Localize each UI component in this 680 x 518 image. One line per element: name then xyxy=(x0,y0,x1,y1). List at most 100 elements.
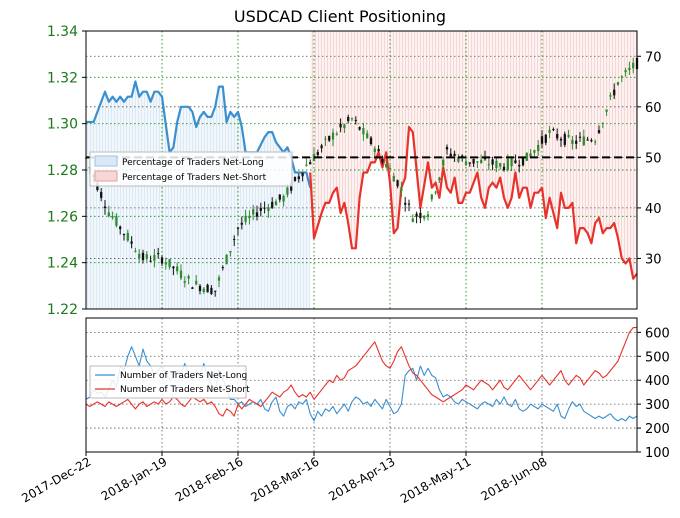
right-tick-label-bottom: 500 xyxy=(645,350,670,365)
candle-body xyxy=(609,95,612,97)
candle-body xyxy=(267,207,270,211)
candle-body xyxy=(388,168,392,170)
net-short-pct-line xyxy=(309,125,638,280)
right-tick-label-top: 30 xyxy=(645,252,662,267)
candle-body xyxy=(445,146,449,150)
top-panel: 1.341.321.301.281.261.241.22 7060504030 … xyxy=(47,24,662,318)
candle-body xyxy=(434,191,437,193)
candle-body xyxy=(396,180,399,187)
candle-body xyxy=(533,150,536,153)
x-axis-ticks: 2017-Dec-22 2018-Jan-19 2018-Feb-16 2018-Ma… xyxy=(19,452,550,506)
candle-body xyxy=(111,216,114,218)
candle-body xyxy=(362,128,365,135)
candle-body xyxy=(514,160,517,164)
legend-swatch-net-short xyxy=(94,170,118,182)
candle-body xyxy=(202,288,205,293)
chart-title: USDCAD Client Positioning xyxy=(234,7,446,26)
candle-body xyxy=(407,203,411,205)
candle-body xyxy=(320,145,323,149)
legend-label-net-short: Percentage of Traders Net-Short xyxy=(122,173,267,183)
net-short-area-fill xyxy=(310,31,637,279)
bottom-legend-box xyxy=(89,365,247,399)
right-axis-ticks-top: 70 60 50 40 30 xyxy=(637,50,662,267)
candle-body xyxy=(605,109,608,112)
candle-body xyxy=(198,285,202,292)
right-tick-label-bottom: 600 xyxy=(645,326,670,341)
legend-label-net-long: Percentage of Traders Net-Long xyxy=(122,158,264,168)
candle-body xyxy=(400,188,403,192)
candle-body xyxy=(145,254,148,259)
candle-body xyxy=(559,138,563,141)
candle-body xyxy=(343,124,346,129)
top-pct-lines xyxy=(86,80,638,280)
candle-body xyxy=(191,287,194,289)
candle-body xyxy=(575,140,578,144)
candle-body xyxy=(126,232,129,241)
left-tick-label: 1.26 xyxy=(47,209,78,225)
candle-body xyxy=(134,250,137,252)
candle-body xyxy=(103,206,107,209)
candle-body xyxy=(616,82,620,85)
candle-body xyxy=(278,194,281,200)
top-legend: Percentage of Traders Net-Long Percentag… xyxy=(89,151,293,187)
candle-body xyxy=(556,134,559,139)
right-tick-label-top: 60 xyxy=(645,101,662,116)
left-tick-label: 1.32 xyxy=(47,70,78,86)
candle-body xyxy=(290,183,293,191)
candle-body xyxy=(632,62,635,69)
candle-body xyxy=(419,212,422,219)
candle-body xyxy=(183,281,186,283)
candle-body xyxy=(369,137,373,145)
candle-body xyxy=(301,172,304,177)
x-tick-label: 2018-Mar-16 xyxy=(248,454,321,504)
left-tick-label: 1.30 xyxy=(47,117,78,133)
candle-body xyxy=(176,266,179,272)
candle-body xyxy=(594,141,597,143)
candle-body xyxy=(153,254,156,261)
candle-body xyxy=(548,129,551,133)
candle-body xyxy=(293,177,297,181)
candle-body xyxy=(225,254,228,265)
x-tick-label: 2018-May-11 xyxy=(398,454,473,506)
legend-label-count-long: Number of Traders Net-Long xyxy=(120,371,247,381)
legend-swatch-net-long xyxy=(94,155,118,167)
candle-body xyxy=(415,213,418,217)
candle-body xyxy=(377,148,380,152)
candle-body xyxy=(453,153,456,156)
candle-body xyxy=(525,152,528,161)
candle-body xyxy=(164,262,167,265)
candle-body xyxy=(244,216,247,222)
candle-body xyxy=(347,116,350,122)
candle-body xyxy=(358,127,361,130)
candle-body xyxy=(221,267,224,269)
candle-body xyxy=(286,187,289,195)
candle-body xyxy=(476,161,479,163)
candle-body xyxy=(96,183,99,190)
candle-body xyxy=(195,280,198,285)
candle-body xyxy=(438,177,441,181)
candle-body xyxy=(217,277,221,281)
candle-body xyxy=(423,215,426,219)
candle-body xyxy=(597,130,601,133)
candle-body xyxy=(255,212,259,217)
candle-body xyxy=(248,215,251,219)
candle-body xyxy=(442,159,445,166)
candle-body xyxy=(187,276,190,279)
candle-body xyxy=(457,157,460,162)
candle-body xyxy=(122,234,126,236)
right-tick-label-bottom: 100 xyxy=(645,446,670,461)
candle-body xyxy=(141,252,145,261)
candle-body xyxy=(502,166,506,171)
candle-body xyxy=(236,227,240,229)
candle-body xyxy=(552,129,555,131)
candle-body xyxy=(571,139,574,144)
candle-body xyxy=(305,164,308,166)
candle-body xyxy=(354,119,357,121)
candle-body xyxy=(430,194,433,200)
candle-body xyxy=(624,70,627,73)
candle-body xyxy=(582,136,585,146)
candle-body xyxy=(350,118,354,120)
top-candles xyxy=(84,57,639,297)
candle-body xyxy=(160,257,164,264)
